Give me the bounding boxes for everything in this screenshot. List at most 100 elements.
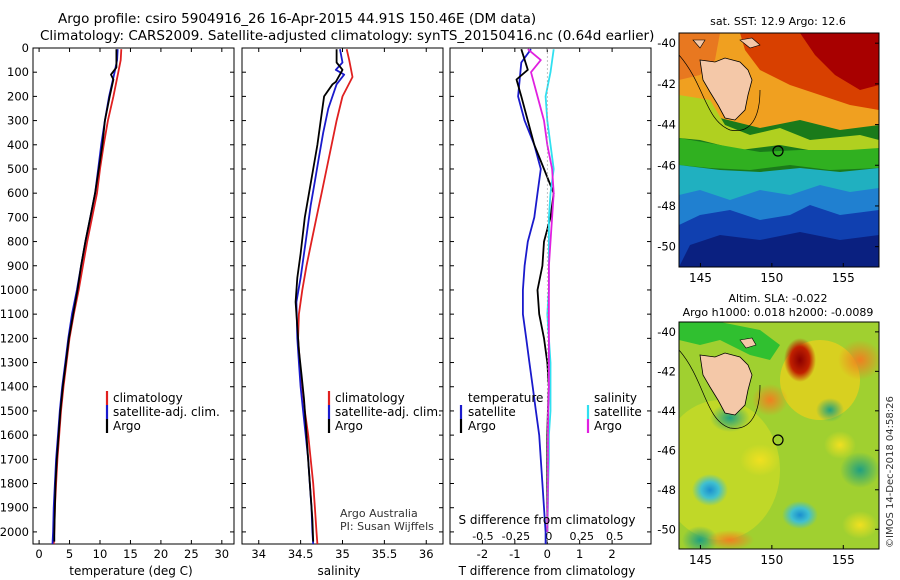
y-tick-label: 1700	[0, 452, 29, 466]
series-line-salinity-argo	[527, 48, 555, 532]
x-tick-label: 35.5	[372, 547, 398, 561]
y-tick-label: 1600	[0, 428, 29, 442]
y-tick-label: 1100	[0, 307, 29, 321]
map-y-tick-label: -46	[657, 158, 676, 172]
x-tick-label: 25	[184, 547, 199, 561]
salinity-xlabel: salinity	[317, 564, 360, 578]
map-y-tick-label: -44	[657, 118, 676, 132]
map-y-tick-label: -40	[657, 325, 676, 339]
x-tick-label: 20	[154, 547, 169, 561]
s-diff-tick-label: -0.25	[502, 530, 530, 543]
y-tick-label: 300	[7, 114, 29, 128]
x-tick-label: 34.5	[288, 547, 314, 561]
legend-argo: Argo	[335, 419, 363, 433]
legend-satellite-adj: satellite-adj. clim.	[335, 405, 442, 419]
temperature-panel: 0100200300400500600700800900100011001200…	[0, 41, 235, 561]
y-tick-label: 400	[7, 138, 29, 152]
y-tick-label: 600	[7, 186, 29, 200]
imos-watermark: ©IMOS 14-Dec-2018 04:58:26	[885, 396, 896, 548]
map-y-tick-label: -50	[657, 522, 676, 536]
y-tick-label: 1200	[0, 331, 29, 345]
map-x-tick-label: 145	[689, 553, 712, 567]
series-line-argo	[53, 49, 118, 542]
s-diff-tick-label: 0.5	[606, 530, 624, 543]
y-tick-label: 1400	[0, 380, 29, 394]
map-y-tick-label: -44	[657, 404, 676, 418]
y-tick-label: 1800	[0, 477, 29, 491]
s-difference-axis-label: S difference from climatology	[459, 513, 636, 527]
credit-line1: Argo Australia	[340, 507, 418, 520]
legend-salinity-title: salinity	[594, 391, 637, 405]
map-y-tick-label: -42	[657, 364, 676, 378]
t-difference-xlabel: T difference from climatology	[458, 564, 636, 578]
s-diff-tick-label: 0.25	[570, 530, 595, 543]
x-tick-label: 2	[608, 547, 615, 561]
y-tick-label: 500	[7, 162, 29, 176]
figure-title-line1: Argo profile: csiro 5904916_26 16-Apr-20…	[58, 11, 537, 27]
s-diff-tick-label: 0	[545, 530, 552, 543]
salinity-legend: climatology satellite-adj. clim. Argo Ar…	[327, 391, 442, 533]
sst-argo-location-marker	[772, 145, 784, 157]
y-tick-label: 200	[7, 89, 29, 103]
x-tick-label: 35	[335, 547, 350, 561]
y-tick-label: 1900	[0, 501, 29, 515]
legend-climatology: climatology	[335, 391, 405, 405]
map-x-tick-label: 150	[760, 553, 783, 567]
sst-map-title: sat. SST: 12.9 Argo: 12.6	[710, 15, 846, 28]
series-line-climatology	[297, 48, 354, 544]
legend-temp-satellite: satellite	[468, 405, 516, 419]
legend-climatology: climatology	[113, 391, 183, 405]
x-tick-label: 34	[251, 547, 266, 561]
sst-map: 145 150 155 -40 -42 -44 -46 -48 -50	[657, 32, 880, 285]
map-x-tick-label: 155	[832, 271, 855, 285]
x-tick-label: 15	[123, 547, 138, 561]
x-tick-label: 36	[419, 547, 434, 561]
x-tick-label: 10	[93, 547, 108, 561]
x-tick-label: -1	[509, 547, 520, 561]
difference-panel: -2 -1 0 1 2 -0.5 -0.25 0 0.25 0.5	[449, 47, 652, 561]
y-tick-label: 700	[7, 210, 29, 224]
legend-sal-satellite: satellite	[594, 405, 642, 419]
y-tick-label: 0	[22, 41, 29, 55]
x-tick-label: 0	[544, 547, 551, 561]
map-y-tick-label: -48	[657, 483, 676, 497]
legend-sal-argo: Argo	[594, 419, 622, 433]
x-tick-label: 0	[35, 547, 42, 561]
salinity-panel: 34 34.5 35 35.5 36	[241, 47, 444, 561]
legend-temp-argo: Argo	[468, 419, 496, 433]
sla-map-title-line2: Argo h1000: 0.018 h2000: -0.0089	[683, 306, 874, 319]
sla-argo-location-marker	[772, 434, 784, 446]
x-tick-label: 5	[66, 547, 73, 561]
x-tick-label: 30	[214, 547, 229, 561]
sla-map-title-line1: Altim. SLA: -0.022	[728, 292, 827, 305]
legend-satellite-adj: satellite-adj. clim.	[113, 405, 220, 419]
legend-argo: Argo	[113, 419, 141, 433]
series-line-temperature-satellite	[517, 48, 547, 544]
map-y-tick-label: -48	[657, 199, 676, 213]
map-x-tick-label: 155	[832, 553, 855, 567]
map-y-tick-label: -46	[657, 443, 676, 457]
y-tick-label: 900	[7, 259, 29, 273]
legend-temperature-title: temperature	[468, 391, 543, 405]
map-y-tick-label: -42	[657, 77, 676, 91]
y-tick-label: 1000	[0, 283, 29, 297]
y-tick-label: 1500	[0, 404, 29, 418]
x-tick-label: 1	[576, 547, 583, 561]
series-line-argo	[294, 49, 344, 542]
map-y-tick-label: -40	[657, 36, 676, 50]
y-tick-label: 2000	[0, 525, 29, 539]
s-diff-tick-label: -0.5	[472, 530, 493, 543]
temperature-legend: climatology satellite-adj. clim. Argo	[105, 391, 220, 433]
sla-map: 145 150 155 -40 -42 -44 -46 -48 -50	[657, 321, 880, 567]
difference-legend: temperature satellite Argo salinity sate…	[459, 391, 642, 527]
x-tick-label: -2	[477, 547, 488, 561]
y-tick-label: 100	[7, 65, 29, 79]
y-tick-label: 800	[7, 235, 29, 249]
temperature-xlabel: temperature (deg C)	[69, 564, 192, 578]
y-tick-label: 1300	[0, 356, 29, 370]
credit-line2: PI: Susan Wijffels	[340, 520, 434, 533]
map-y-tick-label: -50	[657, 240, 676, 254]
map-x-tick-label: 145	[689, 271, 712, 285]
figure-title-line2: Climatology: CARS2009. Satellite-adjuste…	[40, 28, 655, 44]
